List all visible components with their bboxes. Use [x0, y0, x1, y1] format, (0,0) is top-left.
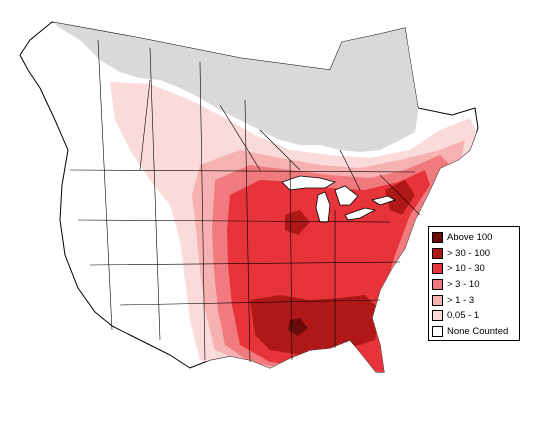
legend-swatch: [432, 279, 443, 291]
legend-swatch: [432, 310, 443, 322]
legend-swatch: [432, 263, 443, 275]
legend-label: > 3 - 10: [447, 279, 480, 291]
legend-label: > 30 - 100: [447, 247, 491, 259]
range-very-high: [250, 295, 380, 355]
legend-swatch: [432, 247, 443, 259]
legend-label: > 1 - 3: [447, 294, 475, 306]
legend-item: > 10 - 30: [432, 261, 519, 277]
legend-item: > 30 - 100: [432, 246, 519, 262]
legend-label: Above 100: [447, 232, 493, 244]
legend-swatch: [432, 325, 443, 337]
legend-label: > 10 - 30: [447, 263, 485, 275]
legend: Above 100 > 30 - 100 > 10 - 30 > 3 - 10 > 1 …: [428, 226, 520, 341]
legend-swatch: [432, 294, 443, 306]
legend-item: > 1 - 3: [432, 292, 519, 308]
legend-item: > 3 - 10: [432, 277, 519, 293]
legend-label: 0.05 - 1: [447, 310, 480, 322]
legend-item: 0.05 - 1: [432, 308, 519, 324]
range-above-100: [288, 318, 308, 336]
range-very-high-east: [385, 180, 415, 215]
legend-item: Above 100: [432, 230, 519, 246]
legend-item: None Counted: [432, 324, 519, 340]
range-very-high-central: [285, 210, 310, 235]
legend-label: None Counted: [447, 325, 509, 337]
state-province-boundaries: [69, 39, 421, 363]
great-lakes: [281, 175, 396, 223]
legend-swatch: [432, 232, 443, 244]
